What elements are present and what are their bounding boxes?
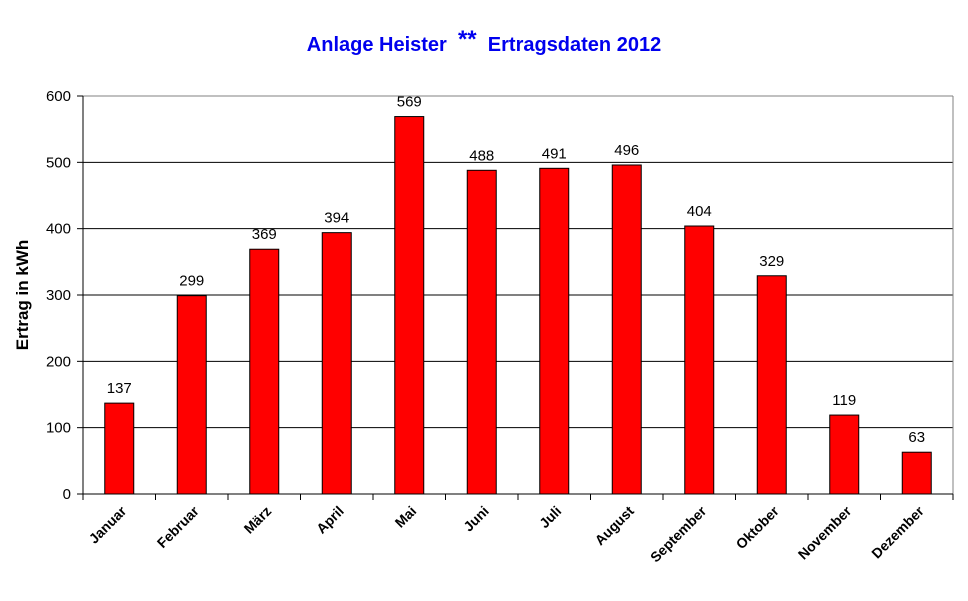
data-labels: 137 299 369 394 569 488 491 496 404 329 119 63 <box>107 94 925 447</box>
bar <box>611 164 642 495</box>
bar <box>684 225 715 495</box>
y-tick-label: 200 <box>46 353 71 370</box>
bar <box>466 169 497 495</box>
x-tick-label: Dezember <box>868 502 927 561</box>
gridlines <box>83 95 953 429</box>
bar <box>539 167 570 495</box>
data-label: 369 <box>252 226 277 243</box>
data-label: 119 <box>832 392 856 409</box>
data-label: 329 <box>759 253 784 270</box>
data-label: 299 <box>179 273 204 290</box>
x-tick-label: April <box>313 503 347 537</box>
data-label: 394 <box>324 210 349 227</box>
x-tick-label: Juli <box>536 503 564 531</box>
chart-title: Anlage Heister ** Ertragsdaten 2012 <box>0 26 968 58</box>
bar <box>321 232 352 495</box>
x-tick-label: Juni <box>460 503 492 535</box>
x-tick-label: September <box>647 502 710 565</box>
x-tick-label: November <box>795 502 855 562</box>
y-tick-label: 600 <box>46 88 71 105</box>
y-tick-label: 100 <box>46 420 71 437</box>
axes <box>77 95 954 500</box>
data-label: 496 <box>614 142 639 159</box>
bars <box>104 116 932 495</box>
y-axis-label: Ertrag in kWh <box>13 240 32 351</box>
data-label: 491 <box>542 145 567 162</box>
x-tick-label: Februar <box>154 502 203 551</box>
x-tick-labels: Januar Februar März April Mai Juni Juli August S… <box>86 502 928 565</box>
x-tick-label: Oktober <box>733 502 783 552</box>
x-tick-label: Mai <box>392 503 420 531</box>
bar <box>829 414 860 495</box>
data-label: 404 <box>687 203 712 220</box>
chart-title-stars: ** <box>457 26 477 53</box>
chart-title-part2: Ertragsdaten 2012 <box>487 34 662 56</box>
y-tick-labels: 0 100 200 300 400 500 600 <box>46 88 71 503</box>
bar <box>176 295 207 495</box>
x-tick-label: Januar <box>86 502 130 546</box>
chart-title-part1: Anlage Heister <box>306 34 447 56</box>
bar <box>394 116 425 495</box>
bar <box>756 275 787 495</box>
bar <box>901 451 932 495</box>
data-label: 569 <box>397 94 422 111</box>
bar <box>249 248 280 495</box>
y-tick-label: 300 <box>46 287 71 304</box>
x-tick-label: August <box>591 503 637 549</box>
x-tick-label: März <box>240 503 274 537</box>
data-label: 488 <box>469 147 494 164</box>
data-label: 63 <box>908 429 925 446</box>
y-tick-label: 500 <box>46 154 71 171</box>
y-tick-label: 400 <box>46 221 71 238</box>
bar <box>104 402 135 495</box>
data-label: 137 <box>107 380 132 397</box>
y-tick-label: 0 <box>63 486 71 503</box>
